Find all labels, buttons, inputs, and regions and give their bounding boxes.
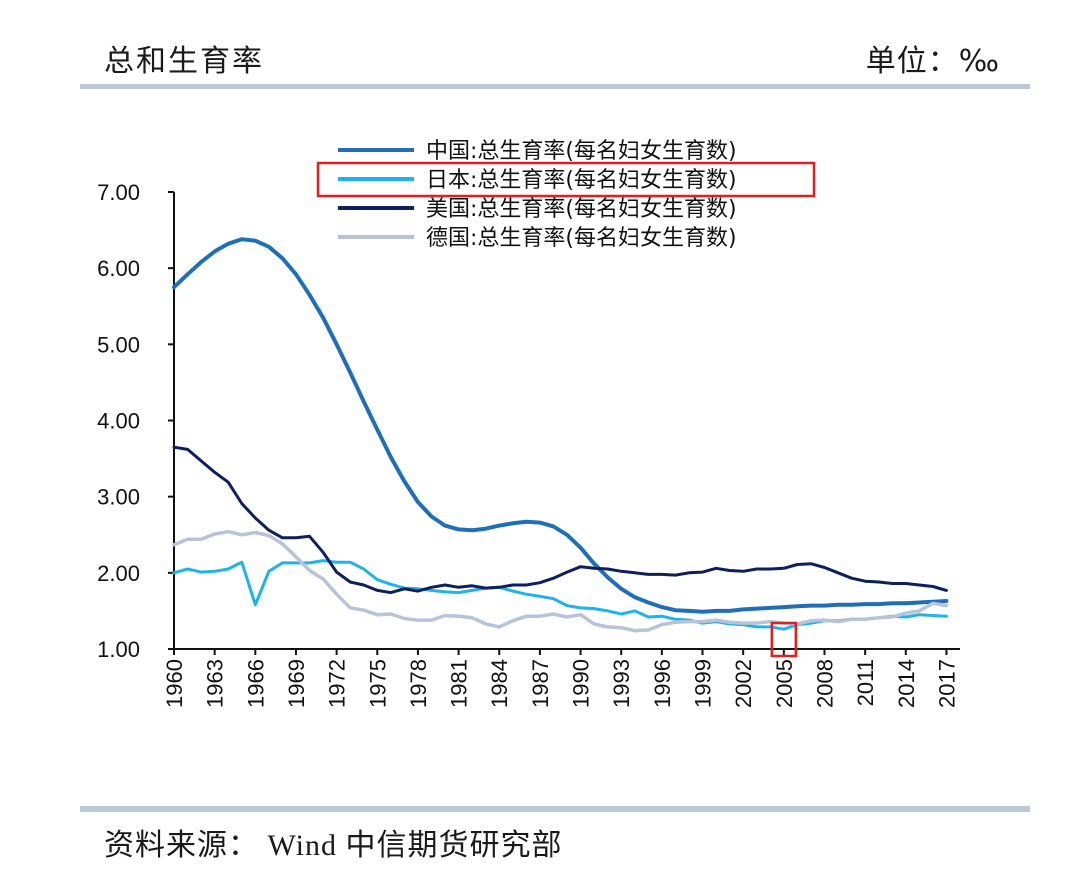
- legend-label-0: 中国:总生育率(每名妇女生育数): [426, 139, 737, 164]
- legend-highlight-box: [316, 161, 816, 198]
- x-tick-label: 1972: [325, 659, 350, 708]
- source-note: 资料来源： Wind 中信期货研究部: [104, 829, 563, 862]
- footer-divider: [80, 806, 1030, 812]
- x-tick-label: 1975: [365, 659, 390, 708]
- unit-label: 单位：‰: [865, 44, 1000, 79]
- x-tick-label: 1993: [609, 659, 634, 708]
- x-tick-label: 2008: [812, 659, 837, 708]
- y-tick-label: 6.00: [97, 256, 140, 281]
- series-line-0: [172, 237, 949, 614]
- axes: [173, 192, 960, 650]
- x-tick-label: 1963: [203, 659, 228, 708]
- series-line-3: [172, 529, 949, 633]
- legend: 中国:总生育率(每名妇女生育数) 日本:总生育率(每名妇女生育数) 美国:总生育率(…: [338, 139, 737, 251]
- y-tick-label: 4.00: [97, 409, 140, 434]
- x-tick-label: 2017: [934, 659, 959, 708]
- x-tick-label: 2002: [731, 659, 756, 708]
- year-highlight-box: [770, 621, 798, 658]
- y-tick-label: 7.00: [97, 180, 140, 205]
- x-tick-label: 1960: [162, 659, 187, 708]
- legend-label-3: 德国:总生育率(每名妇女生育数): [426, 226, 737, 251]
- legend-label-1: 日本:总生育率(每名妇女生育数): [426, 168, 737, 193]
- y-axis-ticks: 1.00 2.00 3.00 4.00 5.00 6.00 7.00: [97, 180, 174, 662]
- series-line-2: [172, 445, 948, 595]
- y-tick-label: 2.00: [97, 561, 140, 586]
- y-tick-label: 1.00: [97, 637, 140, 662]
- x-axis-ticks: 1960 1963 1966 1969 1972 1975 1978 1981 1984 1987…: [162, 649, 959, 708]
- legend-label-2: 美国:总生育率(每名妇女生育数): [426, 197, 737, 222]
- y-tick-label: 3.00: [97, 485, 140, 510]
- x-tick-label: 1966: [243, 659, 268, 708]
- x-tick-label: 2005: [772, 659, 797, 708]
- highlight-boxes: [316, 161, 816, 658]
- header-divider: [80, 84, 1030, 89]
- x-tick-label: 1990: [569, 659, 594, 708]
- page-title: 总和生育率: [104, 44, 264, 79]
- x-tick-label: 1969: [284, 659, 309, 708]
- x-tick-label: 2014: [894, 659, 919, 708]
- y-tick-label: 5.00: [97, 332, 140, 357]
- x-tick-label: 1987: [528, 659, 553, 708]
- series-lines: [172, 237, 949, 633]
- x-tick-label: 1981: [447, 659, 472, 708]
- x-tick-label: 1978: [406, 659, 431, 708]
- x-tick-label: 1984: [487, 659, 512, 708]
- x-tick-label: 2011: [853, 659, 878, 706]
- x-tick-label: 1999: [691, 659, 716, 708]
- x-tick-label: 1996: [650, 659, 675, 708]
